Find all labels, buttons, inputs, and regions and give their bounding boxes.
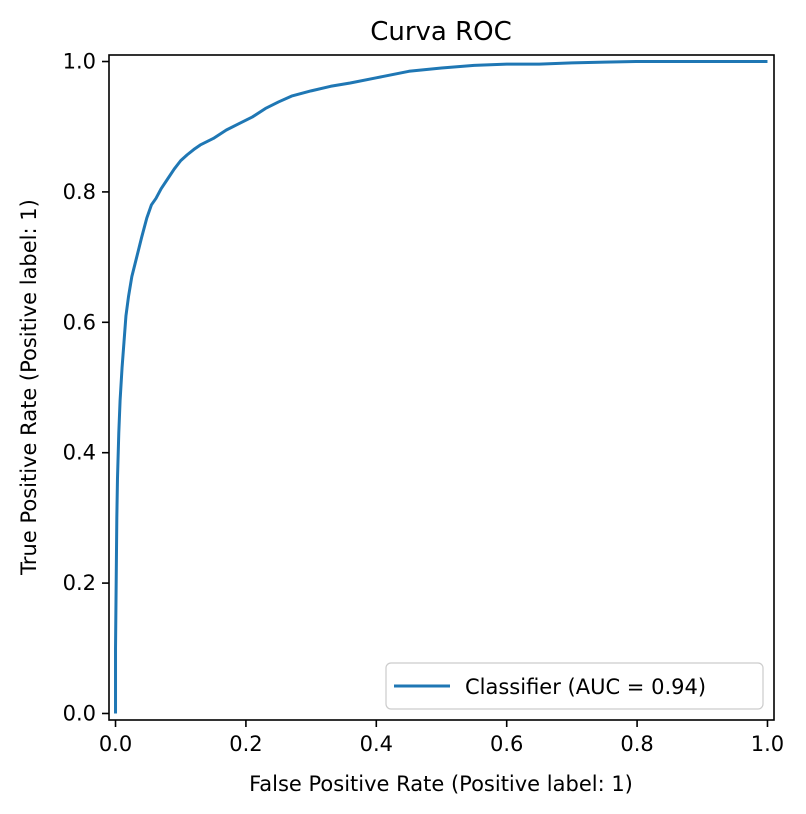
y-tick-label: 0.0 [63,701,96,725]
legend-label: Classifier (AUC = 0.94) [465,675,706,699]
x-tick-label: 0.6 [490,732,523,756]
y-tick-label: 0.6 [63,310,96,334]
roc-curve-line [114,60,768,714]
y-tick-label: 1.0 [63,50,96,74]
y-tick-label: 0.4 [63,441,96,465]
legend-box [385,662,764,710]
y-axis-label: True Positive Rate (Positive label: 1) [17,199,41,576]
x-axis-label: False Positive Rate (Positive label: 1) [249,772,633,796]
x-tick-label: 0.8 [620,732,653,756]
x-tick-label: 0.2 [229,732,262,756]
y-axis-ticks: 0.0 0.2 0.4 0.6 0.8 1.0 [63,50,109,725]
y-tick-label: 0.2 [63,571,96,595]
curve-layer [114,60,768,714]
y-tick-label: 0.8 [63,180,96,204]
x-axis-ticks: 0.0 0.2 0.4 0.6 0.8 1.0 [99,720,784,756]
plot-frame [108,54,775,721]
x-tick-label: 0.0 [99,732,132,756]
x-tick-label: 1.0 [751,732,784,756]
legend: Classifier (AUC = 0.94) [385,662,764,710]
x-tick-label: 0.4 [360,732,393,756]
chart-title: Curva ROC [370,17,512,47]
